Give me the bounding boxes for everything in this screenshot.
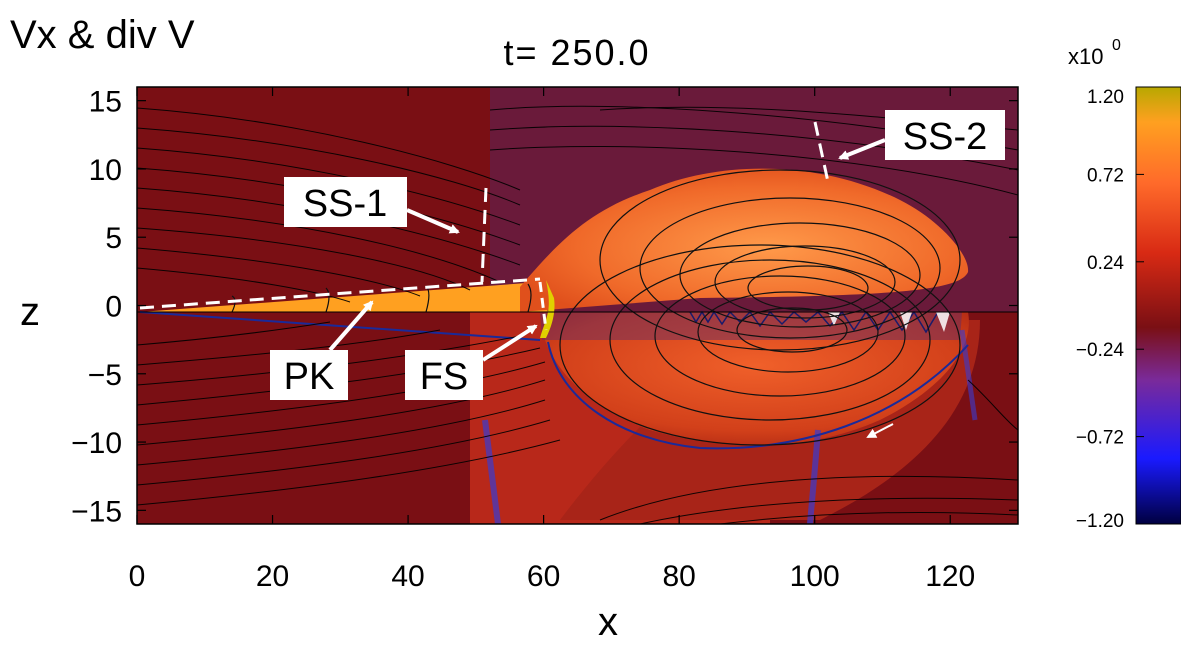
colorbar-tick-label: −0.24 [1076,340,1125,361]
axis-ticks: 0 20 40 60 80 100 120 15 10 5 0 −5 −10 −15 [71,86,1018,593]
ss2-label-box [885,110,1005,160]
x-tick-label: 80 [662,560,695,593]
ss1-line [480,187,488,283]
ss1-arrow [406,208,460,234]
plasmoid-loops [231,169,961,446]
x-tick-label: 20 [256,560,289,593]
pk-arrow [328,300,374,352]
colorbar-tick-label: −1.20 [1076,511,1124,532]
small-arrow [866,423,894,438]
y-tick-label: −15 [71,495,122,528]
fs-arrow [481,324,538,362]
fs-line [538,281,548,331]
x-axis-label: x [598,600,618,644]
colorbar-exponent-base: x10 [1068,44,1103,69]
y-axis-label: z [20,290,40,334]
pk-label-box [270,350,348,400]
y-tick-label: 5 [105,222,122,255]
pk-label: PK [284,356,335,398]
colorbar-tick-label: 0.24 [1087,253,1124,274]
colorbar-ticks: 1.20 0.72 0.24 −0.24 −0.72 −1.20 [1076,86,1144,532]
colorbar-tick-label: 1.20 [1087,87,1124,108]
x-tick-label: 60 [527,560,560,593]
colorbar-exponent: x10 0 [1068,37,1121,69]
chart-title: t= 250.0 [503,32,650,73]
annotations: SS-1 SS-2 PK FS [139,110,1005,438]
x-tick-label: 0 [129,560,146,593]
ss1-label-box [284,177,407,227]
y-tick-label: 10 [89,154,122,187]
ss2-line [813,121,830,183]
colorbar [1135,86,1181,525]
y-tick-label: −10 [71,427,122,460]
fs-label: FS [420,356,469,398]
fs-label-box [405,350,483,400]
colorbar-exponent-power: 0 [1112,37,1121,54]
ss1-label: SS-1 [303,183,387,225]
panel-label: Vx & div V [10,13,195,57]
colorbar-tick-label: −0.72 [1076,428,1124,449]
y-tick-label: −5 [88,359,122,392]
y-tick-label: 0 [105,291,122,324]
x-tick-label: 120 [925,560,975,593]
ss2-arrow [838,138,886,160]
y-tick-label: 15 [89,86,122,119]
colorbar-tick-label: 0.72 [1087,165,1124,186]
x-tick-label: 100 [790,560,840,593]
ss2-label: SS-2 [903,116,987,158]
x-tick-label: 40 [391,560,424,593]
pk-boundary-line [139,277,541,310]
